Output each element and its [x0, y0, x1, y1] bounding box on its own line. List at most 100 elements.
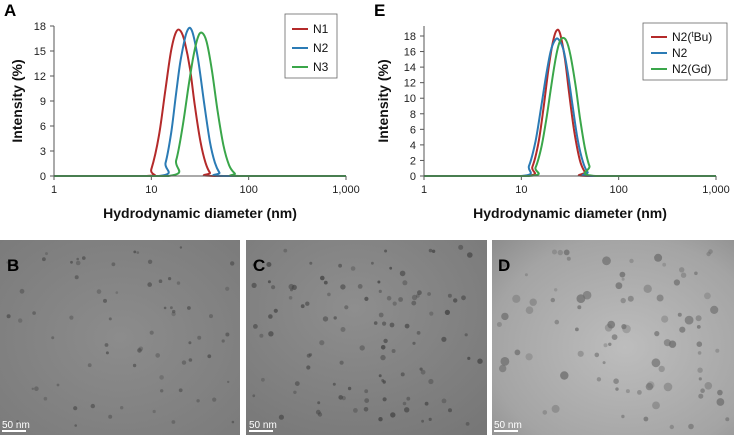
particle: [268, 314, 273, 319]
particle: [327, 292, 331, 297]
particle: [514, 349, 521, 356]
legend-label-n2-tbu-prefix: N2(: [672, 30, 691, 44]
panel-label-c: C: [253, 256, 265, 275]
particle: [458, 244, 464, 250]
particle: [371, 261, 374, 265]
particle: [43, 396, 48, 401]
particle: [577, 350, 584, 357]
particle: [179, 246, 183, 249]
particle: [611, 334, 618, 340]
y-tick-labels: 0 3 6 9 12 15 18: [34, 21, 54, 183]
particle: [710, 305, 719, 314]
particle: [602, 361, 606, 365]
particle: [658, 365, 665, 373]
particle: [398, 297, 403, 302]
particle: [378, 417, 383, 422]
legend-label-n2-tbu: N2(tBu): [672, 30, 712, 44]
particle: [465, 422, 470, 426]
series-line-n2-tbu-: [423, 28, 716, 178]
particle: [381, 379, 385, 382]
particle: [477, 358, 483, 364]
particle: [696, 341, 703, 348]
particle: [643, 284, 652, 293]
particle: [512, 294, 521, 303]
particle: [378, 289, 382, 293]
x-tick-label: 100: [609, 184, 627, 196]
particle: [271, 285, 276, 290]
y-tick-label: 14: [404, 62, 416, 74]
particle: [230, 261, 235, 266]
series-line-n1: [53, 28, 346, 178]
particle: [104, 343, 109, 347]
particle: [619, 271, 626, 278]
particle: [253, 324, 258, 329]
legend-label-n2-tbu-suffix: Bu): [694, 30, 713, 44]
y-tick-label: 16: [404, 47, 416, 59]
particle: [76, 257, 79, 261]
particle: [103, 298, 107, 303]
particle: [338, 395, 344, 400]
particle: [400, 372, 405, 377]
series-lines: [423, 28, 716, 178]
particle: [273, 308, 278, 313]
x-tick-label: 10: [515, 184, 527, 196]
particle: [147, 259, 153, 264]
legend-label-n1: N1: [313, 22, 329, 36]
y-tick-label: 4: [410, 140, 416, 152]
particle: [499, 364, 507, 373]
particle: [669, 424, 674, 430]
particle: [149, 330, 154, 335]
particle: [406, 396, 411, 401]
particle: [340, 284, 346, 290]
particle: [679, 267, 685, 273]
particle: [427, 292, 431, 296]
chart-e: 0 2 4 6 8 10 12 14 16 18 1 10 100 1,000 Intensity (%…: [375, 22, 730, 221]
particle: [108, 414, 113, 419]
particle: [392, 301, 397, 306]
particle: [339, 360, 344, 365]
particle: [350, 266, 356, 271]
particle: [176, 281, 181, 285]
particle: [384, 249, 388, 253]
particle: [305, 301, 310, 306]
micrograph-b-particles: [6, 246, 235, 427]
particle: [382, 397, 387, 402]
particle: [338, 263, 342, 268]
y-tick-label: 0: [40, 171, 46, 183]
particle: [563, 249, 570, 256]
particle: [158, 279, 163, 284]
chart-a: 0 3 6 9 12 15 18 1 10 100 1,000 Intensity (%) Hyd…: [9, 13, 360, 221]
particle: [656, 294, 664, 302]
particle: [524, 273, 528, 277]
particle: [661, 315, 669, 323]
particle: [251, 282, 257, 288]
particle: [380, 354, 386, 361]
micrograph-c-particles: [251, 244, 483, 426]
particle: [467, 252, 473, 258]
particle: [306, 365, 311, 370]
particle: [652, 401, 660, 410]
particle: [424, 401, 429, 406]
particle: [315, 409, 321, 415]
particle: [461, 295, 466, 301]
particle: [694, 271, 698, 276]
particle: [554, 319, 560, 325]
particle: [390, 412, 396, 418]
particle: [453, 298, 458, 303]
particle: [697, 367, 703, 373]
particle: [399, 270, 406, 277]
particle: [69, 315, 74, 320]
particle: [357, 284, 363, 289]
panel-label-b: B: [7, 256, 19, 275]
particle: [105, 351, 109, 355]
y-tick-label: 10: [404, 93, 416, 105]
particle: [428, 417, 432, 421]
particle: [654, 331, 660, 337]
particle: [378, 374, 382, 378]
particle: [137, 348, 142, 353]
particle: [268, 331, 274, 337]
particle: [698, 377, 702, 381]
particle: [51, 336, 55, 340]
x-tick-label: 10: [145, 184, 157, 196]
particle: [359, 345, 365, 351]
